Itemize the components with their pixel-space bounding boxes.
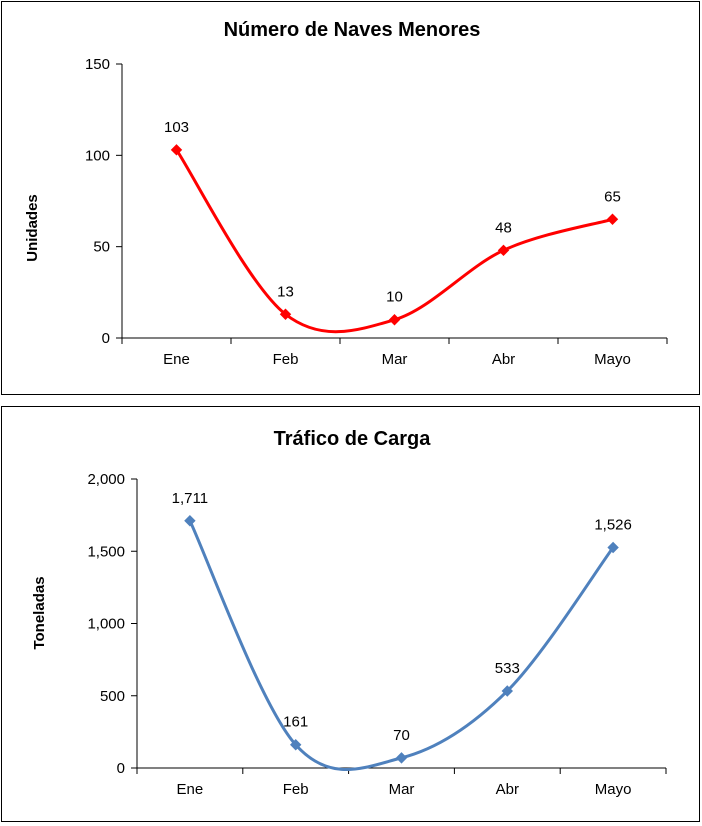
axes: 0 500 1,000 1,500 2,000 Ene Feb Mar Abr Mayo — [87, 471, 667, 798]
data-label: 103 — [164, 119, 189, 136]
chart-panel-naves: Número de Naves Menores Unidades 0 50 100 1… — [1, 1, 700, 395]
x-tick-label: Mar — [382, 351, 408, 368]
chart-title: Número de Naves Menores — [224, 19, 481, 41]
axes: 0 50 100 150 Ene Feb Mar Abr Mayo — [85, 56, 668, 368]
chart-panel-carga: Tráfico de Carga Toneladas 0 500 1,000 1,50… — [1, 406, 700, 822]
x-tick-label: Feb — [283, 781, 309, 798]
data-point-marker — [289, 739, 302, 751]
x-tick-label: Mayo — [595, 781, 632, 798]
data-label: 533 — [495, 660, 520, 677]
data-label: 65 — [604, 188, 621, 205]
y-tick-label: 1,000 — [87, 616, 125, 633]
data-label: 1,711 — [172, 490, 208, 507]
x-tick-label: Ene — [163, 351, 190, 368]
chart-trafico-carga: Tráfico de Carga Toneladas 0 500 1,000 1,50… — [31, 428, 667, 798]
series: 103 13 10 48 65 — [164, 119, 621, 334]
y-tick-label: 2,000 — [87, 471, 125, 488]
chart-naves-menores: Número de Naves Menores Unidades 0 50 100 1… — [24, 19, 668, 368]
data-label: 1,526 — [594, 516, 632, 533]
data-point-marker — [279, 308, 292, 320]
x-tick-label: Feb — [273, 351, 299, 368]
data-label: 48 — [495, 219, 512, 236]
data-point-marker — [497, 244, 510, 257]
y-tick-label: 150 — [85, 56, 110, 73]
data-point-marker — [395, 752, 408, 764]
data-point-marker — [607, 541, 619, 554]
x-tick-label: Abr — [496, 781, 519, 798]
x-tick-label: Abr — [492, 351, 515, 368]
y-tick-label: 0 — [117, 760, 125, 777]
y-tick-label: 1,500 — [87, 543, 125, 560]
data-point-marker — [170, 144, 183, 156]
data-label: 161 — [283, 714, 308, 731]
data-label: 13 — [277, 283, 294, 300]
data-point-marker — [184, 515, 196, 527]
series: 1,711 161 70 533 1,526 — [172, 490, 632, 771]
data-label: 70 — [393, 727, 410, 744]
data-point-marker — [501, 685, 514, 697]
data-point-marker — [606, 213, 619, 225]
y-axis-label: Unidades — [24, 194, 41, 262]
x-tick-label: Mar — [389, 781, 415, 798]
series-line — [175, 149, 613, 334]
data-label: 10 — [386, 289, 403, 306]
y-axis-label: Toneladas — [31, 576, 48, 649]
y-tick-label: 500 — [100, 688, 125, 705]
y-tick-label: 100 — [85, 147, 110, 164]
x-tick-label: Ene — [177, 781, 204, 798]
y-tick-label: 50 — [93, 239, 110, 256]
data-point-marker — [388, 314, 401, 326]
x-tick-label: Mayo — [594, 351, 631, 368]
y-tick-label: 0 — [102, 330, 110, 347]
chart-title: Tráfico de Carga — [274, 428, 432, 450]
